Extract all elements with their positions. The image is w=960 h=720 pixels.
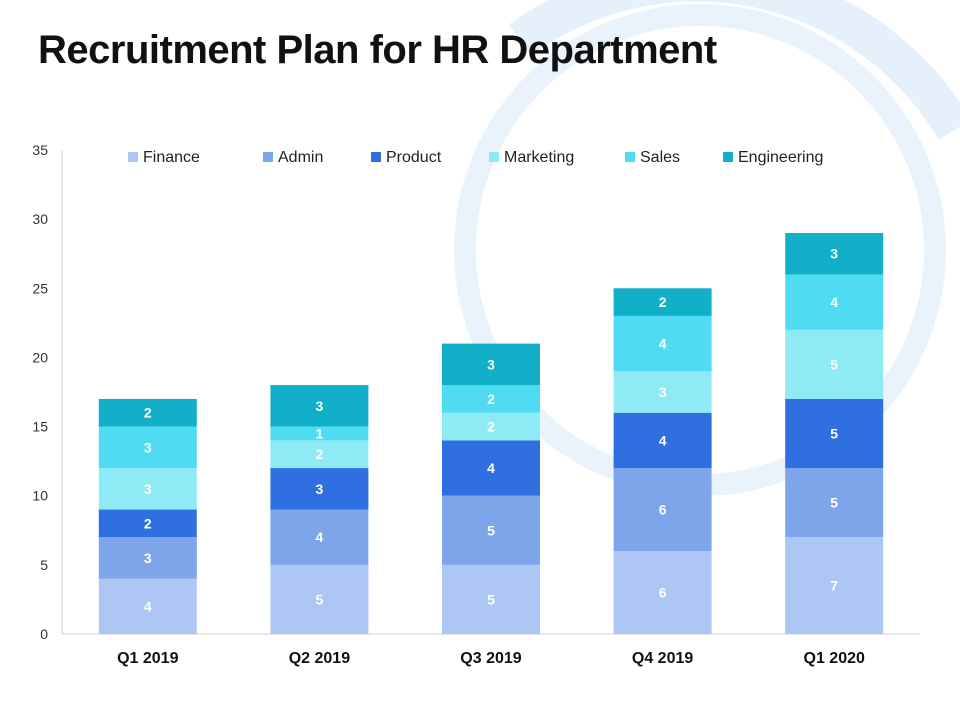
page-title: Recruitment Plan for HR Department bbox=[38, 28, 717, 72]
bar-segment-engineering bbox=[270, 385, 369, 427]
x-tick-label: Q1 2020 bbox=[804, 650, 865, 667]
y-tick-label: 0 bbox=[40, 626, 48, 642]
data-label: 4 bbox=[487, 460, 495, 476]
data-label: 4 bbox=[659, 336, 667, 352]
data-label: 5 bbox=[830, 495, 838, 511]
y-tick-label: 25 bbox=[32, 280, 48, 296]
data-label: 7 bbox=[830, 578, 838, 594]
bar-segment-sales bbox=[785, 274, 884, 330]
y-tick-label: 35 bbox=[32, 142, 48, 158]
y-tick-label: 10 bbox=[32, 488, 48, 504]
bar-segment-sales bbox=[98, 426, 197, 469]
legend-label-sales: Sales bbox=[640, 149, 680, 166]
bar-segment-sales bbox=[442, 385, 540, 413]
data-label: 2 bbox=[144, 515, 152, 531]
data-label: 2 bbox=[659, 294, 667, 310]
bar-segment-admin bbox=[98, 537, 197, 579]
legend-swatch-sales bbox=[625, 152, 635, 162]
data-label: 2 bbox=[144, 405, 152, 421]
legend-label-finance: Finance bbox=[143, 149, 200, 166]
data-label: 5 bbox=[316, 591, 324, 607]
bar-segment-marketing bbox=[442, 412, 540, 441]
bar-segment-finance bbox=[613, 551, 712, 634]
data-label: 5 bbox=[487, 522, 495, 538]
legend-swatch-admin bbox=[263, 152, 273, 162]
data-label: 2 bbox=[487, 391, 495, 407]
x-tick-label: Q1 2019 bbox=[117, 650, 178, 667]
legend-swatch-finance bbox=[128, 152, 138, 162]
bar-segment-marketing bbox=[613, 371, 712, 413]
legend-label-product: Product bbox=[386, 149, 442, 166]
bar-segment-engineering bbox=[785, 232, 884, 275]
bar-segment-finance bbox=[98, 578, 197, 634]
y-tick-label: 30 bbox=[32, 211, 48, 227]
legend-swatch-product bbox=[371, 152, 381, 162]
bar-segment-product bbox=[270, 468, 369, 510]
data-label: 3 bbox=[659, 384, 667, 400]
bar-segment-admin bbox=[613, 468, 712, 552]
bar-segment-engineering bbox=[613, 288, 712, 316]
chart-bars: 4 3 2 3 3 2 5 4 3 2 1 3 5 5 4 2 2 3 6 6 4 3 4 2 7 5 5 5 4 3 bbox=[98, 232, 884, 634]
bar-segment-product bbox=[613, 412, 712, 469]
data-label: 6 bbox=[659, 585, 667, 601]
data-label: 4 bbox=[830, 294, 838, 310]
chart-legend: Finance Admin Product Marketing Sales Enginee… bbox=[128, 149, 823, 166]
y-tick-label: 5 bbox=[40, 557, 48, 573]
data-label: 3 bbox=[316, 481, 324, 497]
legend-label-engineering: Engineering bbox=[738, 149, 823, 166]
background-arc bbox=[508, 0, 960, 140]
y-tick-label: 20 bbox=[32, 349, 48, 365]
y-tick-label: 15 bbox=[32, 419, 48, 435]
data-label: 4 bbox=[144, 598, 152, 614]
bar-segment-admin bbox=[270, 509, 369, 565]
data-label: 4 bbox=[316, 529, 324, 545]
data-label: 3 bbox=[144, 550, 152, 566]
legend-label-marketing: Marketing bbox=[504, 149, 574, 166]
bar-segment-finance bbox=[442, 564, 540, 634]
bar-segment-finance bbox=[785, 537, 884, 634]
bar-segment-marketing bbox=[785, 329, 884, 399]
bar-segment-marketing bbox=[270, 440, 369, 469]
data-label: 3 bbox=[144, 439, 152, 455]
data-label: 5 bbox=[830, 425, 838, 441]
bar-segment-engineering bbox=[442, 343, 540, 386]
data-label: 2 bbox=[316, 446, 324, 462]
data-label: 5 bbox=[487, 591, 495, 607]
x-tick-label: Q3 2019 bbox=[460, 650, 521, 667]
x-tick-label: Q2 2019 bbox=[289, 650, 350, 667]
data-label: 3 bbox=[144, 481, 152, 497]
bar-segment-product bbox=[442, 440, 540, 496]
bar-segment-sales bbox=[270, 426, 369, 441]
legend-swatch-engineering bbox=[723, 152, 733, 162]
bar-segment-finance bbox=[270, 564, 369, 634]
legend-swatch-marketing bbox=[489, 152, 499, 162]
x-tick-label: Q4 2019 bbox=[632, 650, 693, 667]
data-label: 3 bbox=[487, 356, 495, 372]
data-label: 2 bbox=[487, 419, 495, 435]
bar-segment-marketing bbox=[98, 468, 197, 510]
data-label: 3 bbox=[830, 246, 838, 262]
bar-segment-product bbox=[785, 398, 884, 469]
data-label: 1 bbox=[316, 425, 324, 441]
data-label: 6 bbox=[659, 502, 667, 518]
data-label: 5 bbox=[830, 356, 838, 372]
bar-segment-admin bbox=[785, 468, 884, 538]
bar-segment-admin bbox=[442, 495, 540, 565]
legend-label-admin: Admin bbox=[278, 149, 323, 166]
bar-segment-engineering bbox=[98, 398, 197, 427]
data-label: 3 bbox=[316, 398, 324, 414]
bar-segment-product bbox=[98, 509, 197, 538]
data-label: 4 bbox=[659, 432, 667, 448]
bar-segment-sales bbox=[613, 315, 712, 372]
